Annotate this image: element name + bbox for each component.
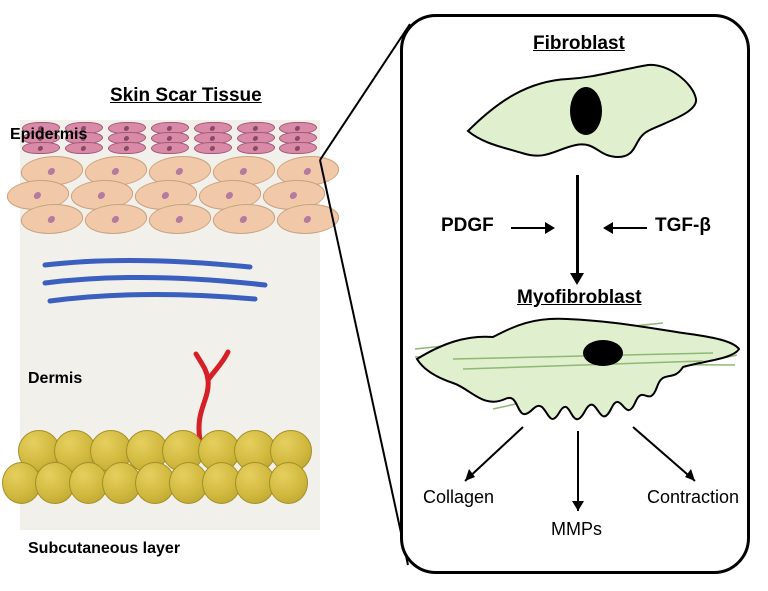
output-contraction-label: Contraction (647, 487, 739, 508)
tgfb-arrow-head (603, 222, 613, 234)
fat-row (8, 462, 308, 504)
detail-box: Fibroblast PDGF TGF-β Myofibroblast (400, 14, 750, 574)
skin-panel (20, 120, 320, 530)
output-collagen-label: Collagen (423, 487, 494, 508)
tgfb-arrow-shaft (611, 227, 647, 229)
central-arrow-head (570, 273, 584, 285)
central-arrow-shaft (576, 175, 579, 275)
upper-dermis-row (20, 204, 340, 234)
myofibroblast-label: Myofibroblast (517, 287, 642, 309)
epidermis-label: Epidermis (10, 126, 87, 144)
fibroblast-cell (458, 61, 708, 171)
output-mmps-label: MMPs (551, 519, 602, 540)
pdgf-label: PDGF (441, 215, 494, 237)
subcutaneous-label: Subcutaneous layer (28, 540, 180, 558)
collagen-fibers (40, 255, 340, 315)
fibroblast-label: Fibroblast (533, 33, 625, 55)
pdgf-arrow-shaft (511, 227, 547, 229)
skin-title: Skin Scar Tissue (110, 85, 262, 107)
diagram-canvas: { "left_panel": { "title": "Skin Scar Ti… (0, 0, 768, 591)
dermis-label: Dermis (28, 370, 82, 388)
pdgf-arrow-head (545, 222, 555, 234)
tgfb-label: TGF-β (655, 215, 711, 237)
